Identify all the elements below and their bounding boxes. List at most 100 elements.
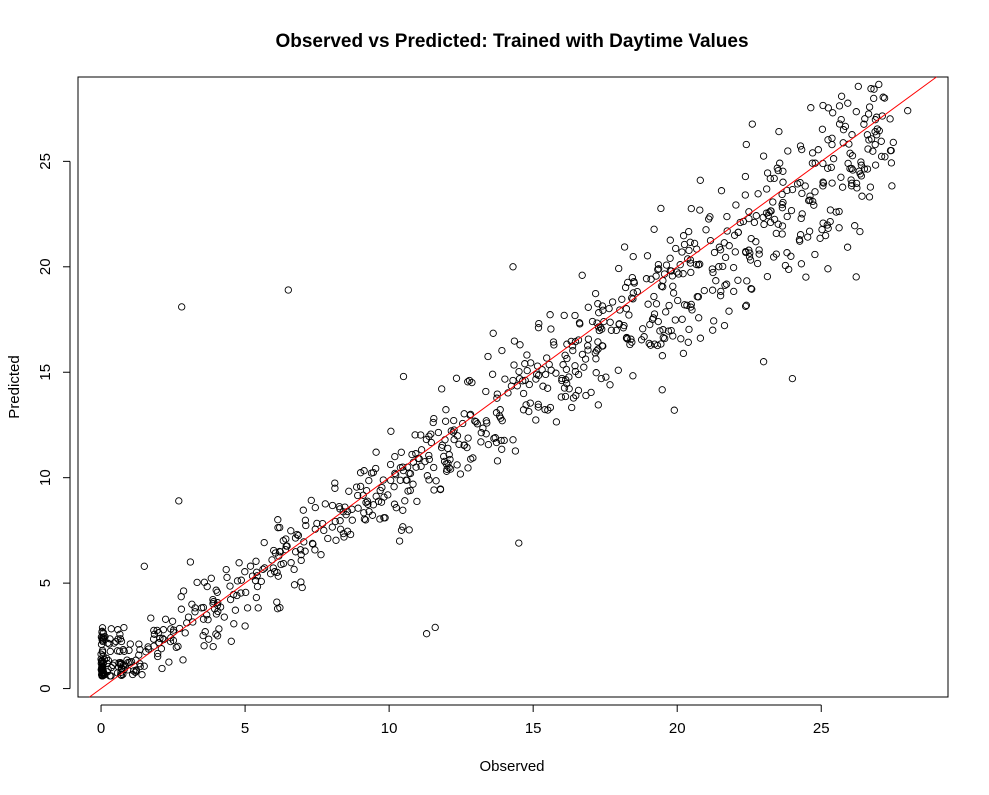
data-point	[730, 287, 738, 296]
data-point	[614, 366, 622, 374]
data-point	[242, 588, 250, 597]
data-point	[372, 464, 380, 473]
data-point	[875, 127, 883, 135]
data-point	[534, 400, 542, 409]
data-point	[456, 470, 465, 478]
data-point	[672, 244, 680, 253]
data-point	[274, 516, 282, 524]
data-point	[679, 232, 688, 240]
data-point	[260, 538, 268, 547]
data-point	[440, 452, 448, 461]
data-point	[695, 314, 703, 322]
data-point	[102, 654, 111, 662]
data-point	[527, 359, 535, 367]
data-point	[816, 234, 824, 242]
data-point	[273, 598, 281, 606]
data-point	[612, 326, 620, 335]
data-point	[488, 370, 497, 378]
data-point	[469, 454, 477, 462]
data-point	[734, 276, 742, 284]
data-point	[871, 140, 879, 149]
data-point	[561, 351, 569, 359]
data-point	[819, 219, 827, 227]
data-point	[889, 138, 897, 147]
data-point	[810, 201, 818, 209]
data-point	[399, 523, 407, 531]
data-point	[493, 394, 501, 402]
data-point	[845, 140, 853, 148]
x-tick-label: 5	[241, 720, 249, 737]
data-point	[364, 500, 372, 508]
data-point	[477, 429, 485, 437]
data-point	[500, 436, 508, 445]
data-point	[204, 616, 212, 624]
data-point	[430, 486, 438, 494]
y-axis-label: Predicted	[6, 355, 23, 418]
data-point	[588, 317, 597, 326]
data-point	[732, 201, 740, 209]
data-point	[468, 378, 476, 387]
data-point	[386, 460, 395, 469]
data-point	[408, 450, 416, 459]
data-point	[811, 188, 819, 196]
data-point	[178, 303, 186, 311]
data-point	[879, 93, 887, 101]
data-point	[824, 104, 832, 112]
data-point	[571, 311, 579, 320]
data-point	[594, 401, 602, 409]
data-point	[731, 248, 739, 256]
data-point	[778, 190, 786, 199]
data-point	[857, 172, 866, 180]
data-point	[252, 593, 261, 602]
data-point	[561, 392, 570, 401]
data-point	[402, 476, 410, 484]
data-point	[710, 248, 719, 257]
data-point	[798, 145, 806, 154]
data-point	[98, 646, 107, 655]
data-point	[311, 546, 319, 554]
data-point	[835, 224, 843, 232]
data-point	[509, 436, 517, 444]
data-point	[824, 265, 832, 273]
data-point	[675, 270, 683, 278]
data-point	[438, 385, 446, 393]
data-point	[848, 179, 856, 187]
data-point	[619, 324, 628, 332]
data-point	[343, 527, 352, 535]
data-point	[605, 304, 613, 313]
data-point	[534, 403, 542, 411]
data-point	[186, 558, 195, 566]
data-point	[233, 577, 242, 585]
data-point	[138, 671, 146, 679]
data-point	[591, 349, 599, 357]
data-point	[212, 610, 221, 618]
data-point	[297, 556, 305, 565]
data-point	[748, 285, 756, 293]
data-point	[686, 259, 695, 267]
data-point	[644, 300, 652, 308]
data-point	[594, 338, 602, 346]
data-point	[103, 659, 111, 668]
data-point	[646, 341, 655, 349]
plot-frame	[77, 76, 949, 698]
data-point	[866, 183, 875, 191]
data-point	[429, 418, 437, 427]
data-point	[430, 463, 438, 472]
data-point	[679, 270, 687, 278]
data-point	[359, 491, 367, 499]
data-point	[399, 463, 407, 471]
data-point	[592, 369, 600, 377]
data-point	[770, 215, 779, 224]
data-point	[753, 259, 762, 268]
data-point	[532, 375, 540, 383]
data-point	[770, 174, 778, 183]
data-point	[832, 208, 840, 216]
data-point	[837, 115, 845, 124]
data-point	[321, 500, 329, 508]
data-point	[654, 265, 662, 274]
data-point	[802, 273, 810, 281]
data-point	[662, 308, 670, 316]
data-point	[563, 379, 571, 388]
data-point	[492, 438, 501, 447]
data-point	[650, 225, 658, 233]
